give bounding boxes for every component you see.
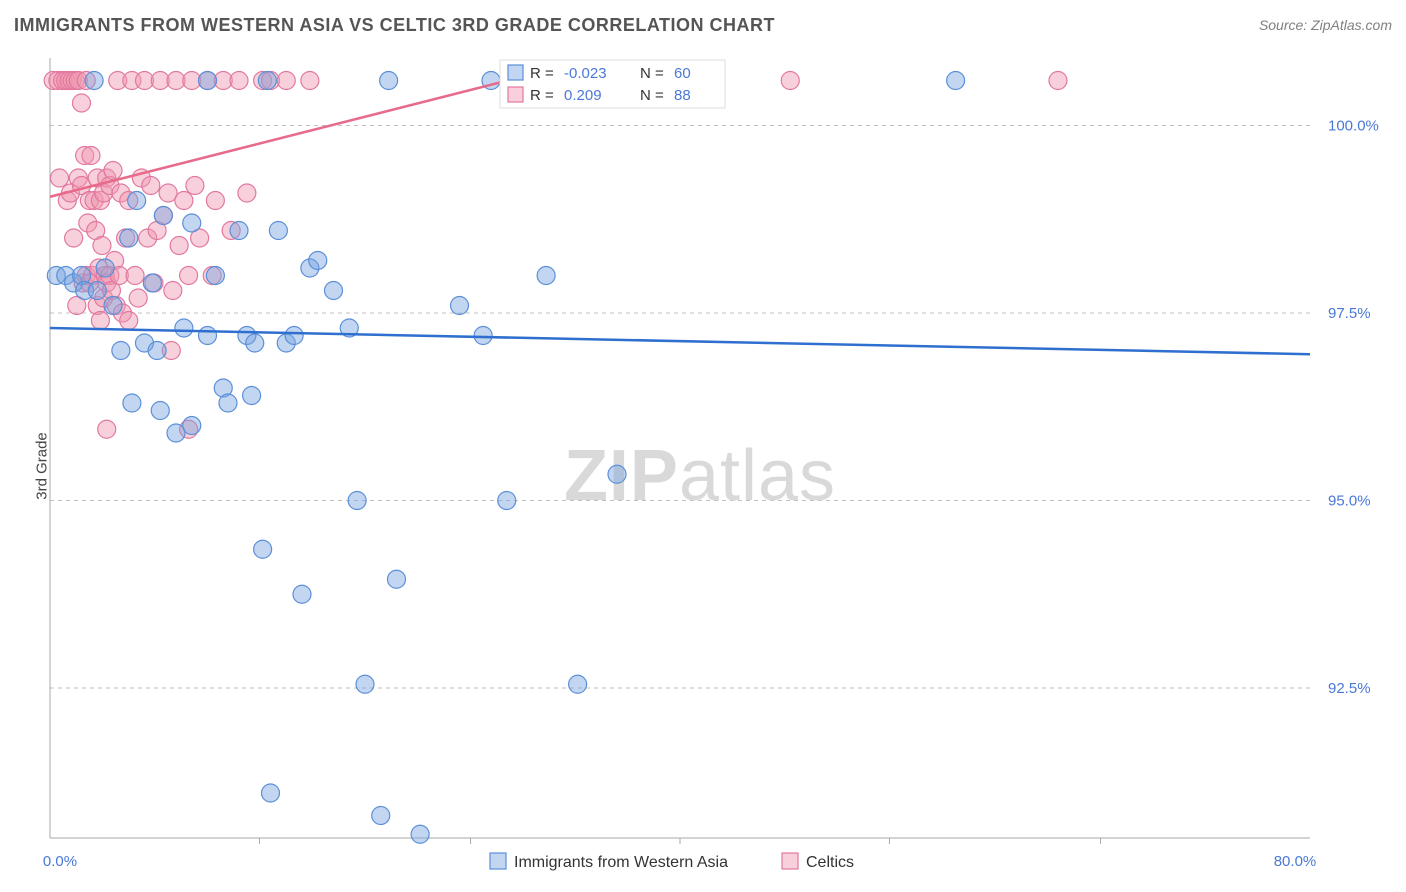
scatter-point-pink bbox=[50, 169, 68, 187]
scatter-point-blue bbox=[947, 72, 965, 90]
scatter-point-pink bbox=[1049, 72, 1067, 90]
bottom-legend-label-pink: Celtics bbox=[806, 854, 854, 871]
scatter-point-blue bbox=[451, 297, 469, 315]
scatter-point-blue bbox=[96, 259, 114, 277]
chart-title: IMMIGRANTS FROM WESTERN ASIA VS CELTIC 3… bbox=[14, 15, 775, 36]
scatter-point-blue bbox=[537, 267, 555, 285]
scatter-point-blue bbox=[285, 327, 303, 345]
scatter-point-pink bbox=[126, 267, 144, 285]
scatter-point-blue bbox=[175, 319, 193, 337]
scatter-point-pink bbox=[238, 184, 256, 202]
scatter-point-pink bbox=[120, 312, 138, 330]
scatter-point-blue bbox=[199, 72, 217, 90]
source-name: ZipAtlas.com bbox=[1311, 17, 1392, 33]
bottom-legend-swatch-pink bbox=[782, 853, 798, 869]
trend-line-blue bbox=[50, 328, 1310, 354]
y-tick-label: 95.0% bbox=[1328, 493, 1371, 510]
correlation-scatter-chart: 92.5% 95.0% 97.5% 100.0% 0.0% 80.0% ZIPatlas R … bbox=[0, 40, 1406, 892]
legend-swatch-blue bbox=[508, 65, 523, 80]
scatter-point-pink bbox=[170, 237, 188, 255]
scatter-point-blue bbox=[183, 214, 201, 232]
bottom-legend-swatch-blue bbox=[490, 853, 506, 869]
scatter-point-blue bbox=[112, 342, 130, 360]
scatter-point-blue bbox=[258, 72, 276, 90]
scatter-point-pink bbox=[180, 267, 198, 285]
scatter-point-blue bbox=[498, 492, 516, 510]
scatter-point-pink bbox=[104, 162, 122, 180]
scatter-point-blue bbox=[569, 675, 587, 693]
scatter-point-blue bbox=[219, 394, 237, 412]
legend-r-value-pink: 0.209 bbox=[564, 87, 602, 104]
scatter-point-blue bbox=[85, 72, 103, 90]
scatter-point-pink bbox=[301, 72, 319, 90]
watermark: ZIPatlas bbox=[564, 436, 836, 516]
legend-r-label: R = bbox=[530, 65, 554, 82]
scatter-point-pink bbox=[73, 94, 91, 112]
scatter-point-pink bbox=[164, 282, 182, 300]
scatter-point-blue bbox=[246, 334, 264, 352]
legend-r-value-blue: -0.023 bbox=[564, 65, 607, 82]
trend-line-pink bbox=[50, 77, 523, 197]
source-prefix: Source: bbox=[1259, 17, 1311, 33]
x-tick-label: 0.0% bbox=[43, 853, 77, 870]
bottom-legend-label-blue: Immigrants from Western Asia bbox=[514, 854, 728, 871]
scatter-point-blue bbox=[104, 297, 122, 315]
y-tick-label: 92.5% bbox=[1328, 680, 1371, 697]
scatter-point-blue bbox=[474, 327, 492, 345]
scatter-point-pink bbox=[206, 192, 224, 210]
scatter-point-pink bbox=[129, 289, 147, 307]
legend-swatch-pink bbox=[508, 87, 523, 102]
scatter-point-blue bbox=[151, 402, 169, 420]
scatter-point-blue bbox=[356, 675, 374, 693]
scatter-point-blue bbox=[608, 465, 626, 483]
scatter-point-blue bbox=[262, 784, 280, 802]
scatter-point-blue bbox=[128, 192, 146, 210]
scatter-point-pink bbox=[277, 72, 295, 90]
y-tick-label: 97.5% bbox=[1328, 305, 1371, 322]
scatter-point-pink bbox=[142, 177, 160, 195]
legend-n-label: N = bbox=[640, 65, 664, 82]
scatter-point-blue bbox=[388, 570, 406, 588]
scatter-point-blue bbox=[143, 274, 161, 292]
scatter-point-blue bbox=[411, 825, 429, 843]
legend-r-label: R = bbox=[530, 87, 554, 104]
scatter-point-blue bbox=[325, 282, 343, 300]
scatter-point-blue bbox=[206, 267, 224, 285]
y-tick-label: 100.0% bbox=[1328, 118, 1379, 135]
scatter-point-blue bbox=[372, 807, 390, 825]
scatter-point-blue bbox=[148, 342, 166, 360]
scatter-point-blue bbox=[123, 394, 141, 412]
scatter-point-blue bbox=[243, 387, 261, 405]
scatter-point-blue bbox=[380, 72, 398, 90]
scatter-point-blue bbox=[183, 417, 201, 435]
scatter-point-blue bbox=[199, 327, 217, 345]
x-tick-label: 80.0% bbox=[1274, 853, 1317, 870]
scatter-point-pink bbox=[175, 192, 193, 210]
scatter-point-pink bbox=[230, 72, 248, 90]
scatter-point-pink bbox=[186, 177, 204, 195]
y-axis-label: 3rd Grade bbox=[33, 432, 50, 500]
legend-n-value-blue: 60 bbox=[674, 65, 691, 82]
source-attribution: Source: ZipAtlas.com bbox=[1259, 17, 1392, 33]
scatter-point-blue bbox=[120, 229, 138, 247]
scatter-point-blue bbox=[309, 252, 327, 270]
scatter-point-pink bbox=[65, 229, 83, 247]
scatter-point-pink bbox=[93, 237, 111, 255]
scatter-point-blue bbox=[88, 282, 106, 300]
scatter-point-blue bbox=[269, 222, 287, 240]
scatter-point-blue bbox=[154, 207, 172, 225]
scatter-point-blue bbox=[293, 585, 311, 603]
scatter-point-blue bbox=[230, 222, 248, 240]
legend-n-label: N = bbox=[640, 87, 664, 104]
scatter-point-pink bbox=[82, 147, 100, 165]
scatter-point-blue bbox=[348, 492, 366, 510]
legend-n-value-pink: 88 bbox=[674, 87, 691, 104]
scatter-point-pink bbox=[98, 420, 116, 438]
scatter-point-pink bbox=[91, 312, 109, 330]
scatter-point-blue bbox=[254, 540, 272, 558]
scatter-point-pink bbox=[781, 72, 799, 90]
